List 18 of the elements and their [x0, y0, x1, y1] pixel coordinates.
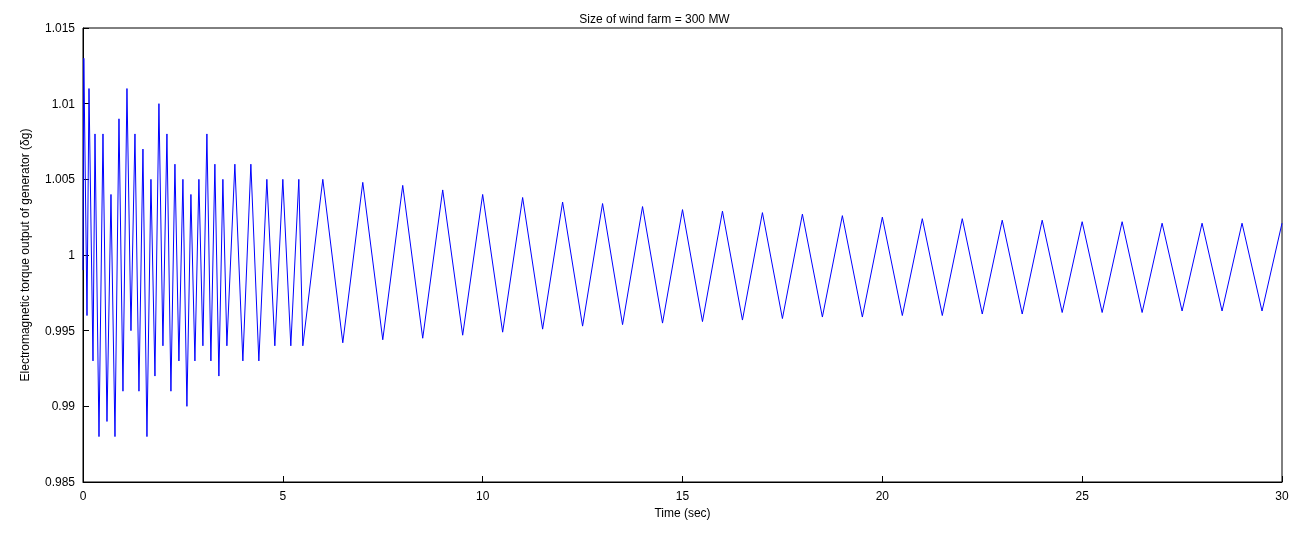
- x-tick-label: 0: [79, 489, 87, 503]
- x-tick-label: 25: [1075, 489, 1090, 503]
- y-tick-label: 1: [68, 248, 76, 262]
- chart-title: Size of wind farm = 300 MW: [579, 12, 731, 26]
- y-tick-label: 1.005: [44, 172, 76, 187]
- line-series: [82, 57, 1283, 438]
- y-axis-title: Electromagnetic torque output of generator (δg): [18, 128, 32, 382]
- x-tick-label: 5: [279, 489, 287, 503]
- x-tick-label: 15: [675, 489, 690, 503]
- x-tick-label: 20: [875, 489, 890, 503]
- y-tick-label: 1.015: [44, 21, 76, 35]
- y-tick-label: 1.01: [51, 96, 76, 111]
- x-tick-label: 30: [1275, 489, 1289, 503]
- x-axis-title: Time (sec): [654, 505, 711, 520]
- y-tick-label: 0.985: [44, 475, 76, 489]
- y-tick-label: 0.99: [51, 399, 76, 414]
- x-tick-label: 10: [475, 489, 490, 503]
- y-tick-label: 0.995: [44, 323, 76, 338]
